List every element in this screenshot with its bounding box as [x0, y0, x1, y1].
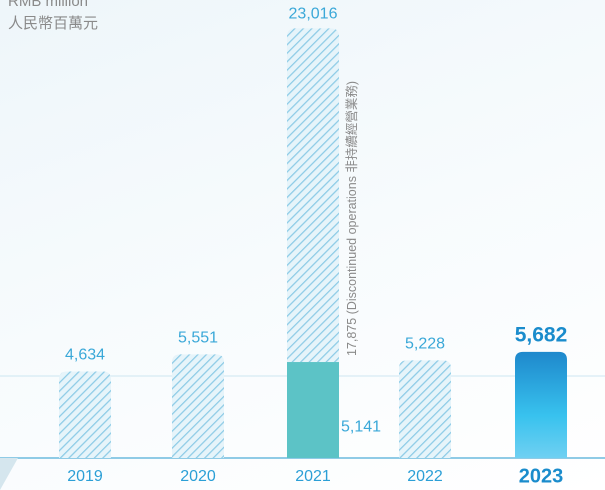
bar — [287, 28, 339, 363]
discontinued-label: 17,875 (Discontinued operations 非持續經營業務) — [344, 81, 359, 356]
corner-decor — [0, 458, 18, 490]
discontinued-name: (Discontinued operations 非持續經營業務) — [344, 81, 359, 314]
value-label: 5,551 — [178, 330, 218, 347]
total-label: 23,016 — [289, 6, 338, 23]
value-label: 5,228 — [405, 336, 445, 353]
x-tick-label: 2023 — [519, 465, 564, 487]
discontinued-value: 17,875 — [345, 318, 359, 356]
value-label: 5,141 — [341, 418, 381, 435]
unit-label: RMB million — [8, 0, 88, 10]
x-tick-label: 2021 — [295, 468, 331, 485]
bar — [287, 362, 339, 458]
bar — [515, 351, 567, 458]
bar — [59, 371, 111, 458]
unit-label-zh: 人民幣百萬元 — [8, 15, 98, 32]
x-tick-label: 2020 — [180, 468, 216, 485]
value-label: 5,682 — [515, 323, 568, 346]
bar — [399, 360, 451, 458]
x-tick-label: 2019 — [67, 468, 103, 485]
x-tick-label: 2022 — [407, 468, 443, 485]
bar — [172, 354, 224, 458]
value-label: 4,634 — [65, 347, 105, 364]
